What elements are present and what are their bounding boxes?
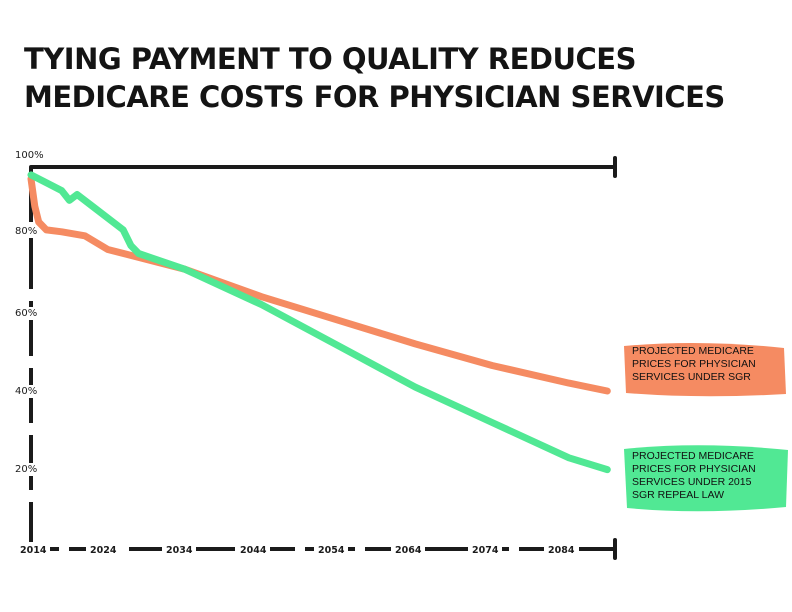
x-tick-label-bg bbox=[86, 542, 120, 556]
chart-title-line-2: MEDICARE COSTS FOR PHYSICIAN SERVICES bbox=[24, 80, 725, 114]
x-tick-label-bg bbox=[16, 542, 50, 556]
chart-series bbox=[27, 171, 611, 474]
legend-label-repeal-line-3: SERVICES UNDER 2015 bbox=[632, 476, 752, 488]
legend-label-repeal-line-4: SGR REPEAL LAW bbox=[632, 489, 724, 501]
legend-label-sgr-line-3: SERVICES UNDER SGR bbox=[632, 371, 751, 383]
chart-axes bbox=[29, 156, 617, 560]
y-tick-label: 100% bbox=[15, 150, 44, 161]
y-tick-label: 80% bbox=[15, 226, 37, 237]
legend-label-repeal-line-2: PRICES FOR PHYSICIAN bbox=[632, 463, 756, 475]
x-tick-label: 2074 bbox=[472, 545, 499, 556]
y-tick-label: 20% bbox=[15, 464, 37, 475]
x-tick-label: 2034 bbox=[166, 545, 193, 556]
legend-label-repeal: PROJECTED MEDICARE PRICES FOR PHYSICIAN … bbox=[632, 450, 756, 502]
legend-label-sgr-line-2: PRICES FOR PHYSICIAN bbox=[632, 358, 756, 370]
x-tick-label-bg bbox=[544, 542, 578, 556]
chart-title-line-1: TYING PAYMENT TO QUALITY REDUCES bbox=[24, 42, 636, 76]
legend-label-repeal-line-1: PROJECTED MEDICARE bbox=[632, 450, 754, 462]
y-axis-tick-labels: 100% 80% 60% 40% 20% bbox=[12, 149, 44, 476]
y-tick-label: 40% bbox=[15, 386, 37, 397]
x-axis-tick-labels: 2014 2024 2034 2044 2054 2064 2074 2084 bbox=[16, 542, 578, 556]
chart-title: TYING PAYMENT TO QUALITY REDUCES MEDICAR… bbox=[24, 40, 725, 116]
x-tick-label: 2014 bbox=[20, 545, 47, 556]
y-tick-label-bg bbox=[12, 463, 44, 476]
legend-label-sgr: PROJECTED MEDICARE PRICES FOR PHYSICIAN … bbox=[632, 345, 756, 384]
y-tick-label-bg bbox=[12, 385, 44, 398]
x-tick-label-bg bbox=[162, 542, 196, 556]
x-tick-label: 2024 bbox=[90, 545, 117, 556]
series-line-repeal bbox=[27, 171, 611, 474]
y-tick-label-bg bbox=[12, 225, 44, 238]
x-tick-label-bg bbox=[236, 542, 270, 556]
x-tick-label: 2044 bbox=[240, 545, 267, 556]
x-tick-label: 2084 bbox=[548, 545, 575, 556]
y-tick-label-bg bbox=[12, 149, 44, 162]
y-tick-label: 60% bbox=[15, 308, 37, 319]
x-tick-label: 2054 bbox=[318, 545, 345, 556]
y-tick-label-bg bbox=[12, 307, 44, 320]
legend-brush-repeal bbox=[624, 445, 788, 512]
legend-label-backgrounds bbox=[624, 342, 788, 512]
series-line-sgr bbox=[27, 175, 611, 395]
legend-brush-sgr bbox=[624, 342, 786, 397]
x-tick-label-bg bbox=[314, 542, 348, 556]
x-tick-label-bg bbox=[468, 542, 502, 556]
legend-label-sgr-line-1: PROJECTED MEDICARE bbox=[632, 345, 754, 357]
x-tick-label: 2064 bbox=[395, 545, 422, 556]
x-tick-label-bg bbox=[391, 542, 425, 556]
